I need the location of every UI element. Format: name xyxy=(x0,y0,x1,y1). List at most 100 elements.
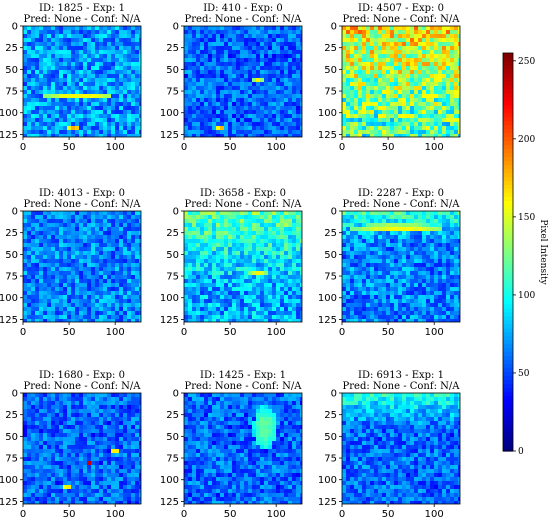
heatmap-cell xyxy=(394,106,398,110)
heatmap-cell xyxy=(430,30,434,34)
heatmap-cell xyxy=(99,118,103,122)
heatmap-cell xyxy=(350,227,354,231)
heatmap-cell xyxy=(370,38,374,42)
heatmap-cell xyxy=(426,82,430,86)
heatmap-cell xyxy=(438,86,442,90)
heatmap-cell xyxy=(39,275,43,279)
heatmap-cell xyxy=(236,283,240,287)
heatmap-cell xyxy=(63,82,67,86)
heatmap-cell xyxy=(83,275,87,279)
heatmap-cell xyxy=(366,239,370,243)
heatmap-cell xyxy=(224,271,228,275)
heatmap-cell xyxy=(192,307,196,311)
heatmap-cell xyxy=(196,315,200,319)
heatmap-cell xyxy=(280,106,284,110)
heatmap-cell xyxy=(268,227,272,231)
heatmap-cell xyxy=(390,70,394,74)
heatmap-cell xyxy=(200,106,204,110)
heatmap-cell xyxy=(248,82,252,86)
heatmap-cell xyxy=(410,70,414,74)
heatmap-cell xyxy=(342,134,346,137)
heatmap-cell xyxy=(184,106,188,110)
heatmap-cell xyxy=(107,303,111,307)
heatmap-cell xyxy=(51,251,55,255)
heatmap-cell xyxy=(27,219,31,223)
heatmap-cell xyxy=(422,26,426,30)
heatmap-cell xyxy=(252,231,256,235)
heatmap-cell xyxy=(119,271,123,275)
heatmap-cell xyxy=(394,235,398,239)
heatmap-cell xyxy=(27,215,31,219)
heatmap-cell xyxy=(410,267,414,271)
heatmap-cell xyxy=(342,82,346,86)
heatmap-cell xyxy=(272,74,276,78)
heatmap-cell xyxy=(430,291,434,295)
heatmap-cell xyxy=(260,46,264,50)
heatmap-cell xyxy=(220,94,224,98)
heatmap-cell xyxy=(39,70,43,74)
heatmap-cell xyxy=(284,26,288,30)
heatmap-cell xyxy=(422,74,426,78)
heatmap-cell xyxy=(276,94,280,98)
heatmap-cell xyxy=(212,122,216,126)
heatmap-cell xyxy=(83,295,87,299)
heatmap-cell xyxy=(91,34,95,38)
heatmap-cell xyxy=(47,295,51,299)
y-tick-label: 125 xyxy=(318,130,337,141)
heatmap-cell xyxy=(442,279,446,283)
heatmap-cell xyxy=(43,295,47,299)
heatmap-cell xyxy=(71,259,75,263)
heatmap-cell xyxy=(244,319,248,322)
heatmap-cell xyxy=(418,239,422,243)
heatmap-cell xyxy=(208,263,212,267)
heatmap-cell xyxy=(200,239,204,243)
heatmap-cell xyxy=(418,271,422,275)
heatmap-cell xyxy=(63,255,67,259)
heatmap-cell xyxy=(276,311,280,315)
heatmap-cell xyxy=(252,291,256,295)
heatmap-cell xyxy=(374,235,378,239)
heatmap-cell xyxy=(402,267,406,271)
heatmap-cell xyxy=(422,219,426,223)
heatmap-cell xyxy=(99,227,103,231)
heatmap-cell xyxy=(276,295,280,299)
heatmap-cell xyxy=(342,231,346,235)
heatmap-cell xyxy=(442,287,446,291)
heatmap-cell xyxy=(288,267,292,271)
heatmap-cell xyxy=(414,223,418,227)
heatmap-cell xyxy=(87,74,91,78)
heatmap-cell xyxy=(75,271,79,275)
heatmap-cell xyxy=(79,110,83,114)
heatmap-cell xyxy=(43,283,47,287)
heatmap-cell xyxy=(43,34,47,38)
heatmap-cell xyxy=(123,211,127,215)
heatmap-cell xyxy=(426,211,430,215)
heatmap-cell xyxy=(79,134,83,137)
heatmap-cell xyxy=(342,62,346,66)
heatmap-cell xyxy=(272,311,276,315)
heatmap-cell xyxy=(398,118,402,122)
heatmap-cell xyxy=(264,255,268,259)
heatmap-cell xyxy=(39,66,43,70)
heatmap-cell xyxy=(438,259,442,263)
heatmap-cell xyxy=(212,34,216,38)
heatmap-cell xyxy=(75,295,79,299)
heatmap-cell xyxy=(232,315,236,319)
heatmap-cell xyxy=(188,211,192,215)
heatmap-cell xyxy=(35,319,39,322)
heatmap-cell xyxy=(39,118,43,122)
heatmap-cell xyxy=(354,255,358,259)
heatmap-cell xyxy=(272,219,276,223)
heatmap-cell xyxy=(27,130,31,134)
heatmap-cell xyxy=(268,134,272,137)
heatmap-cell xyxy=(394,86,398,90)
heatmap-cell xyxy=(454,114,458,118)
heatmap-cell xyxy=(43,126,47,130)
heatmap-cell xyxy=(446,70,450,74)
heatmap-cell xyxy=(354,295,358,299)
heatmap-cell xyxy=(264,227,268,231)
heatmap-cell xyxy=(350,86,354,90)
heatmap-cell xyxy=(31,78,35,82)
heatmap-cell xyxy=(127,271,131,275)
heatmap-cell xyxy=(220,211,224,215)
